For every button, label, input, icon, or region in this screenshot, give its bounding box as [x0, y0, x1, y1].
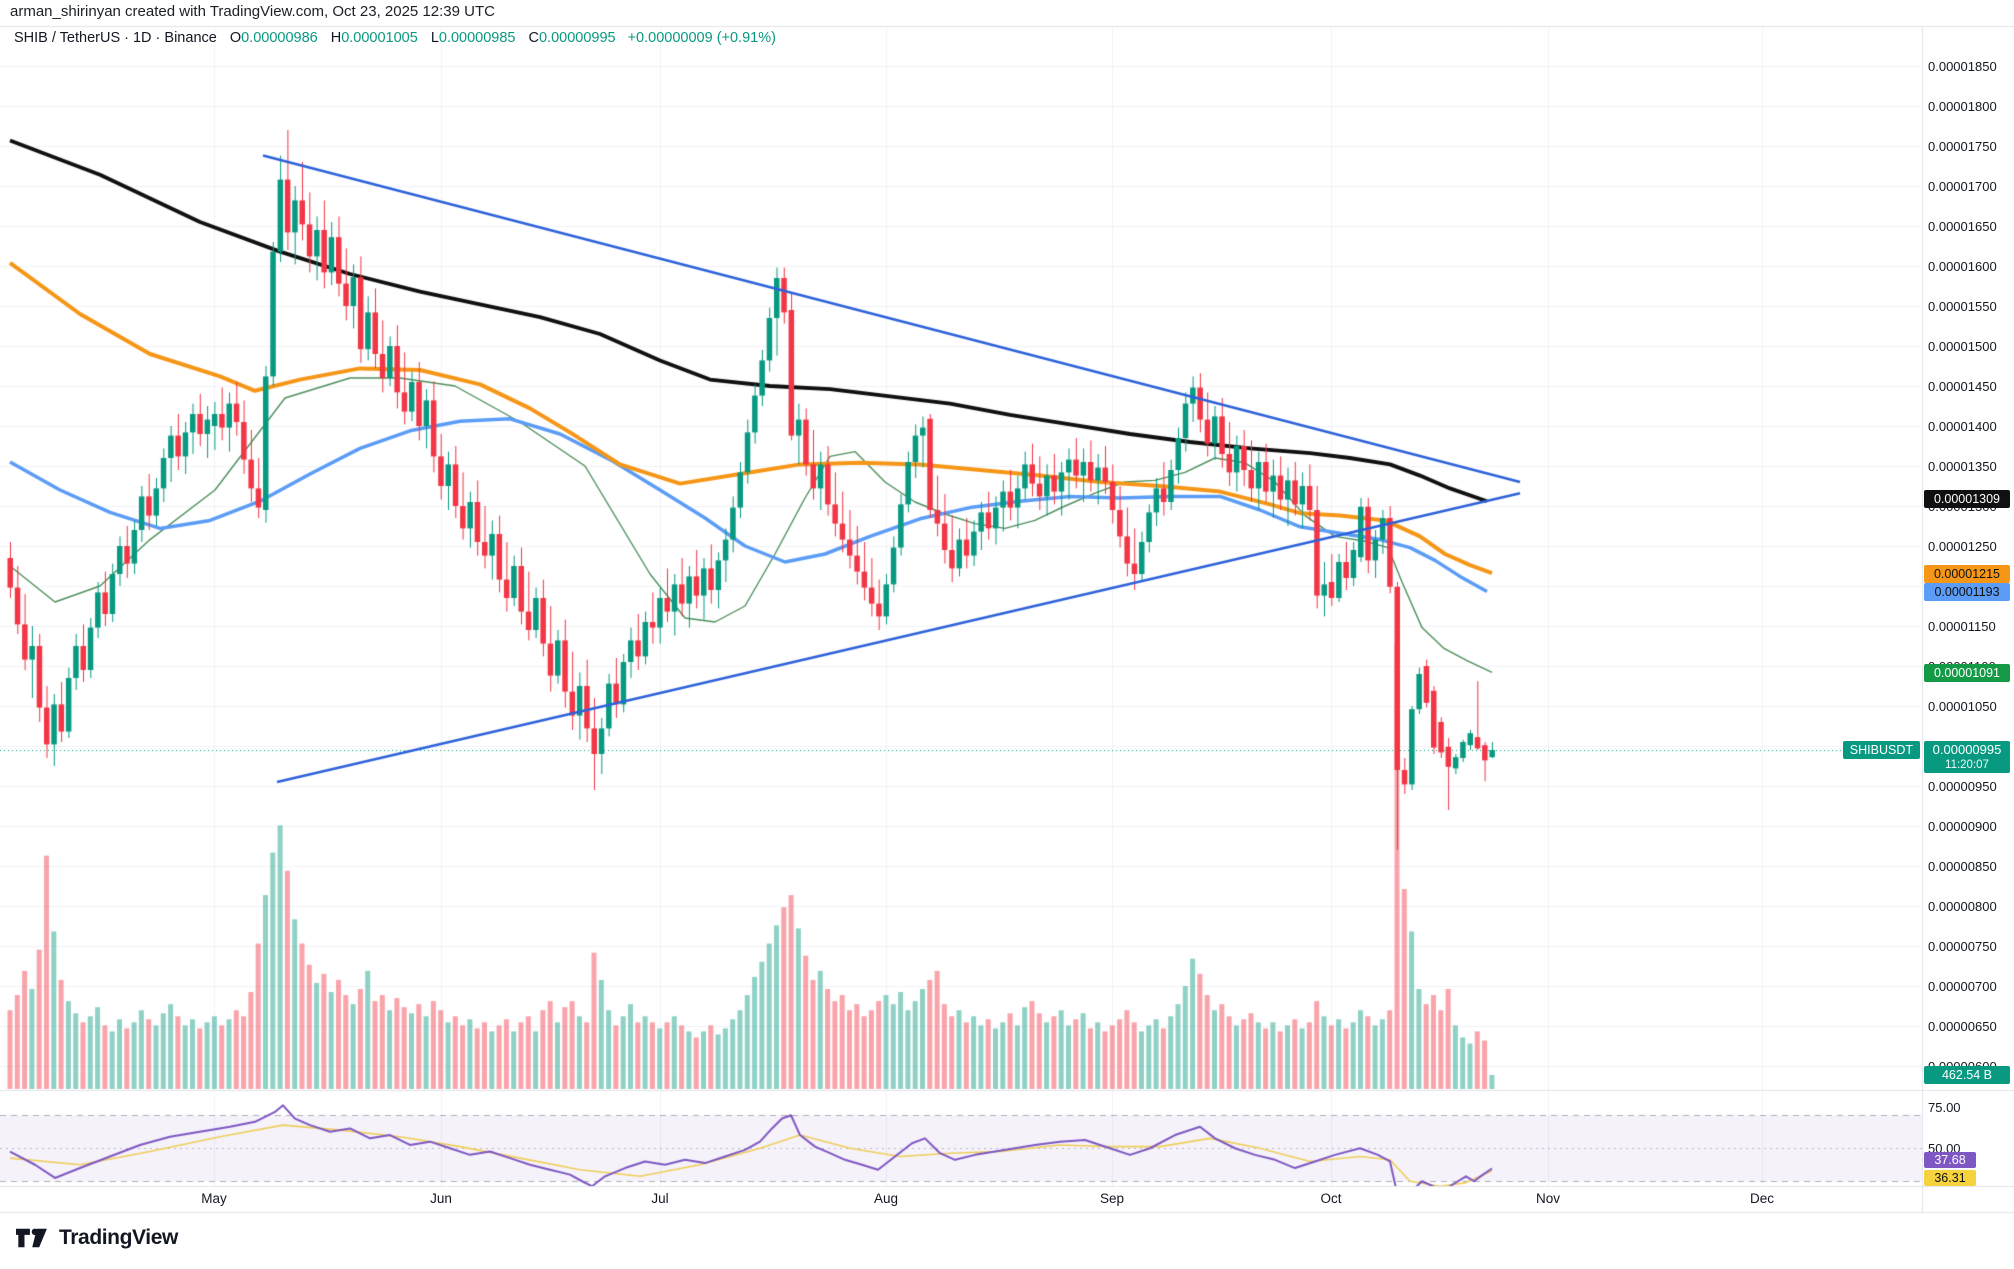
month-label-oct: Oct [1320, 1191, 1342, 1206]
change-value: +0.00000009 (+0.91%) [627, 30, 776, 46]
month-label-nov: Nov [1535, 1191, 1561, 1206]
price-tick-label: 0.00001450 [1928, 378, 1997, 394]
price-tick-label: 0.00001050 [1928, 698, 1997, 714]
symbol-title: SHIB / TetherUS · 1D · Binance [14, 30, 217, 46]
ohlc-item: O0.00000986 [229, 30, 318, 46]
price-tick-label: 0.00001400 [1928, 418, 1997, 434]
price-tick-label: 0.00001750 [1928, 138, 1997, 154]
price-tick-label: 0.00001850 [1928, 58, 1997, 74]
ohlc-item: L0.00000985 [430, 30, 516, 46]
price-tick-label: 0.00001500 [1928, 338, 1997, 354]
rsi-value-badge: 37.68 [1924, 1152, 1976, 1168]
month-label-dec: Dec [1749, 1191, 1775, 1206]
price-tick-label: 0.00001800 [1928, 98, 1997, 114]
current-price-value: 0.00000995 [1932, 742, 2002, 757]
indicator-value-badge: 0.00001091 [1924, 664, 2010, 683]
price-tick-label: 0.00000700 [1928, 978, 1997, 994]
price-line-symbol-tag: SHIBUSDT [1842, 741, 1920, 759]
current-price-badge: 0.00000995 11:20:07 [1924, 741, 2010, 773]
price-tick-label: 0.00001650 [1928, 218, 1997, 234]
price-tick-label: 0.00001600 [1928, 258, 1997, 274]
price-tick-label: 0.00001550 [1928, 298, 1997, 314]
price-tick-label: 0.00001150 [1928, 618, 1996, 634]
price-tick-label: 0.00001700 [1928, 178, 1997, 194]
rsi-value-badge: 36.31 [1924, 1170, 1976, 1186]
rsi-tick-label: 75.00 [1928, 1099, 1961, 1115]
price-tick-label: 0.00000650 [1928, 1018, 1997, 1034]
symbol-legend: SHIB / TetherUS · 1D · Binance O0.000009… [14, 30, 776, 46]
price-tick-label: 0.00001350 [1928, 458, 1997, 474]
tradingview-logo-icon [16, 1228, 47, 1248]
price-tick-label: 0.00000900 [1928, 818, 1997, 834]
price-tick-label: 0.00000800 [1928, 898, 1997, 914]
ohlc-item: H0.00001005 [330, 30, 418, 46]
month-label-aug: Aug [873, 1191, 899, 1206]
price-tick-label: 0.00000750 [1928, 938, 1997, 954]
month-label-may: May [201, 1191, 227, 1206]
bar-countdown: 11:20:07 [1945, 759, 1989, 771]
price-tick-label: 0.00000950 [1928, 778, 1997, 794]
price-tick-label: 0.00000850 [1928, 858, 1997, 874]
price-tick-label: 0.00001250 [1928, 538, 1997, 554]
tradingview-logo-text: TradingView [59, 1226, 178, 1249]
month-label-jun: Jun [430, 1191, 452, 1206]
indicator-value-badge: 0.00001193 [1924, 582, 2010, 601]
ohlc-values: O0.00000986 H0.00001005 L0.00000985 C0.0000… [217, 30, 616, 46]
indicator-value-badge: 0.00001309 [1924, 489, 2010, 508]
ohlc-item: C0.00000995 [528, 30, 616, 46]
month-label-sep: Sep [1099, 1191, 1125, 1206]
volume-value-badge: 462.54 B [1924, 1066, 2010, 1084]
month-label-jul: Jul [651, 1191, 669, 1206]
attribution-text: arman_shirinyan created with TradingView… [10, 3, 495, 20]
indicator-value-badge: 0.00001215 [1924, 565, 2010, 583]
tradingview-logo[interactable]: TradingView [16, 1226, 178, 1250]
